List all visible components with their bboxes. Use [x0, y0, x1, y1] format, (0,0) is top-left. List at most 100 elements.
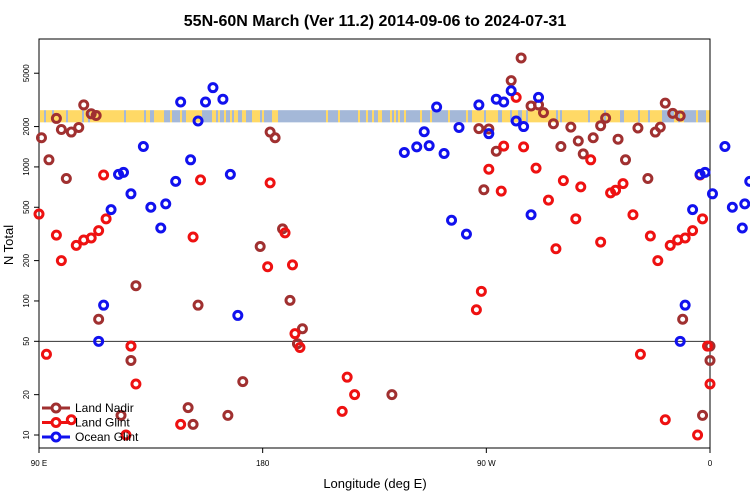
y-tick-label: 50 [22, 336, 31, 345]
data-point [93, 225, 105, 237]
data-point [60, 172, 72, 184]
band-segment [158, 110, 160, 123]
data-point [634, 348, 646, 360]
band-segment [566, 110, 568, 123]
band-segment [478, 110, 480, 123]
band-segment [276, 110, 278, 123]
band-segment [586, 110, 588, 123]
band-segment [108, 110, 110, 123]
band-segment [40, 110, 42, 123]
data-point [50, 229, 62, 241]
band-segment [492, 110, 494, 123]
data-point [125, 340, 137, 352]
band-segment [700, 110, 702, 123]
data-point [495, 185, 507, 197]
band-segment [662, 110, 664, 123]
data-point [195, 174, 207, 186]
band-segment [64, 110, 66, 123]
band-segment [366, 110, 368, 123]
band-segment [384, 110, 386, 123]
data-point [187, 418, 199, 430]
band-segment [666, 110, 668, 123]
band-segment [336, 110, 338, 123]
band-segment [530, 110, 532, 123]
band-segment [418, 110, 420, 123]
band-segment [138, 110, 140, 123]
band-segment [134, 110, 136, 123]
data-point [155, 222, 167, 234]
data-point [341, 371, 353, 383]
band-segment [234, 110, 236, 123]
data-point [498, 96, 510, 108]
data-point [145, 201, 157, 213]
data-point [65, 414, 77, 426]
band-segment [102, 110, 104, 123]
band-segment [70, 110, 72, 123]
data-point [254, 240, 266, 252]
band-segment [408, 110, 410, 123]
band-segment [582, 110, 584, 123]
band-segment [480, 110, 482, 123]
data-point [570, 213, 582, 225]
band-segment [222, 110, 224, 123]
band-segment [56, 110, 58, 123]
data-point [515, 52, 527, 64]
data-point [612, 133, 624, 145]
data-point [595, 120, 607, 132]
band-segment [150, 110, 152, 123]
data-point [286, 259, 298, 271]
data-point [627, 209, 639, 221]
data-point [93, 313, 105, 325]
band-segment [178, 110, 180, 123]
data-point [289, 328, 301, 340]
data-point [85, 232, 97, 244]
data-point [207, 82, 219, 94]
legend-marker [50, 431, 62, 443]
band-segment [640, 110, 642, 123]
band-segment [382, 110, 384, 123]
band-segment [210, 110, 212, 123]
data-point [100, 213, 112, 225]
band-segment [282, 110, 284, 123]
x-axis-label: Longitude (deg E) [323, 476, 426, 491]
band-segment [78, 110, 80, 123]
band-segment [304, 110, 306, 123]
band-segment [696, 110, 698, 123]
band-segment [328, 110, 330, 123]
band-segment [256, 110, 258, 123]
band-segment [422, 110, 424, 123]
data-point [575, 181, 587, 193]
band-segment [188, 110, 190, 123]
band-segment [142, 110, 144, 123]
band-segment [606, 110, 608, 123]
legend-item: Land Nadir [42, 401, 134, 415]
data-point [120, 429, 132, 441]
band-segment [182, 110, 184, 123]
data-point [423, 140, 435, 152]
data-point [50, 112, 62, 124]
data-point [438, 147, 450, 159]
band-segment [588, 110, 590, 123]
data-point [572, 135, 584, 147]
data-point [505, 75, 517, 87]
data-point [473, 99, 485, 111]
band-segment [80, 110, 82, 123]
data-point [55, 124, 67, 136]
band-segment [554, 110, 556, 123]
y-axis-label: N Total [1, 225, 16, 265]
band-segment [136, 110, 138, 123]
band-segment [306, 110, 308, 123]
band-segment [694, 110, 696, 123]
band-segment [552, 110, 554, 123]
data-point [600, 112, 612, 124]
band-segment [466, 110, 468, 123]
band-segment [598, 110, 600, 123]
band-segment [392, 110, 394, 123]
band-segment [174, 110, 176, 123]
data-point [105, 204, 117, 216]
band-segment [406, 110, 408, 123]
band-segment [332, 110, 334, 123]
data-point [483, 128, 495, 140]
band-segment [252, 110, 254, 123]
